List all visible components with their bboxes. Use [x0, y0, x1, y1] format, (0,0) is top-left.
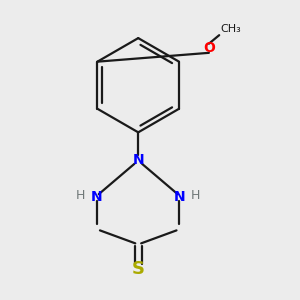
Text: CH₃: CH₃	[221, 24, 242, 34]
Text: H: H	[191, 189, 200, 202]
Text: N: N	[91, 190, 103, 204]
Text: H: H	[76, 189, 86, 202]
Text: O: O	[203, 41, 215, 56]
Text: S: S	[132, 260, 145, 278]
Text: N: N	[174, 190, 185, 204]
Text: N: N	[132, 153, 144, 167]
